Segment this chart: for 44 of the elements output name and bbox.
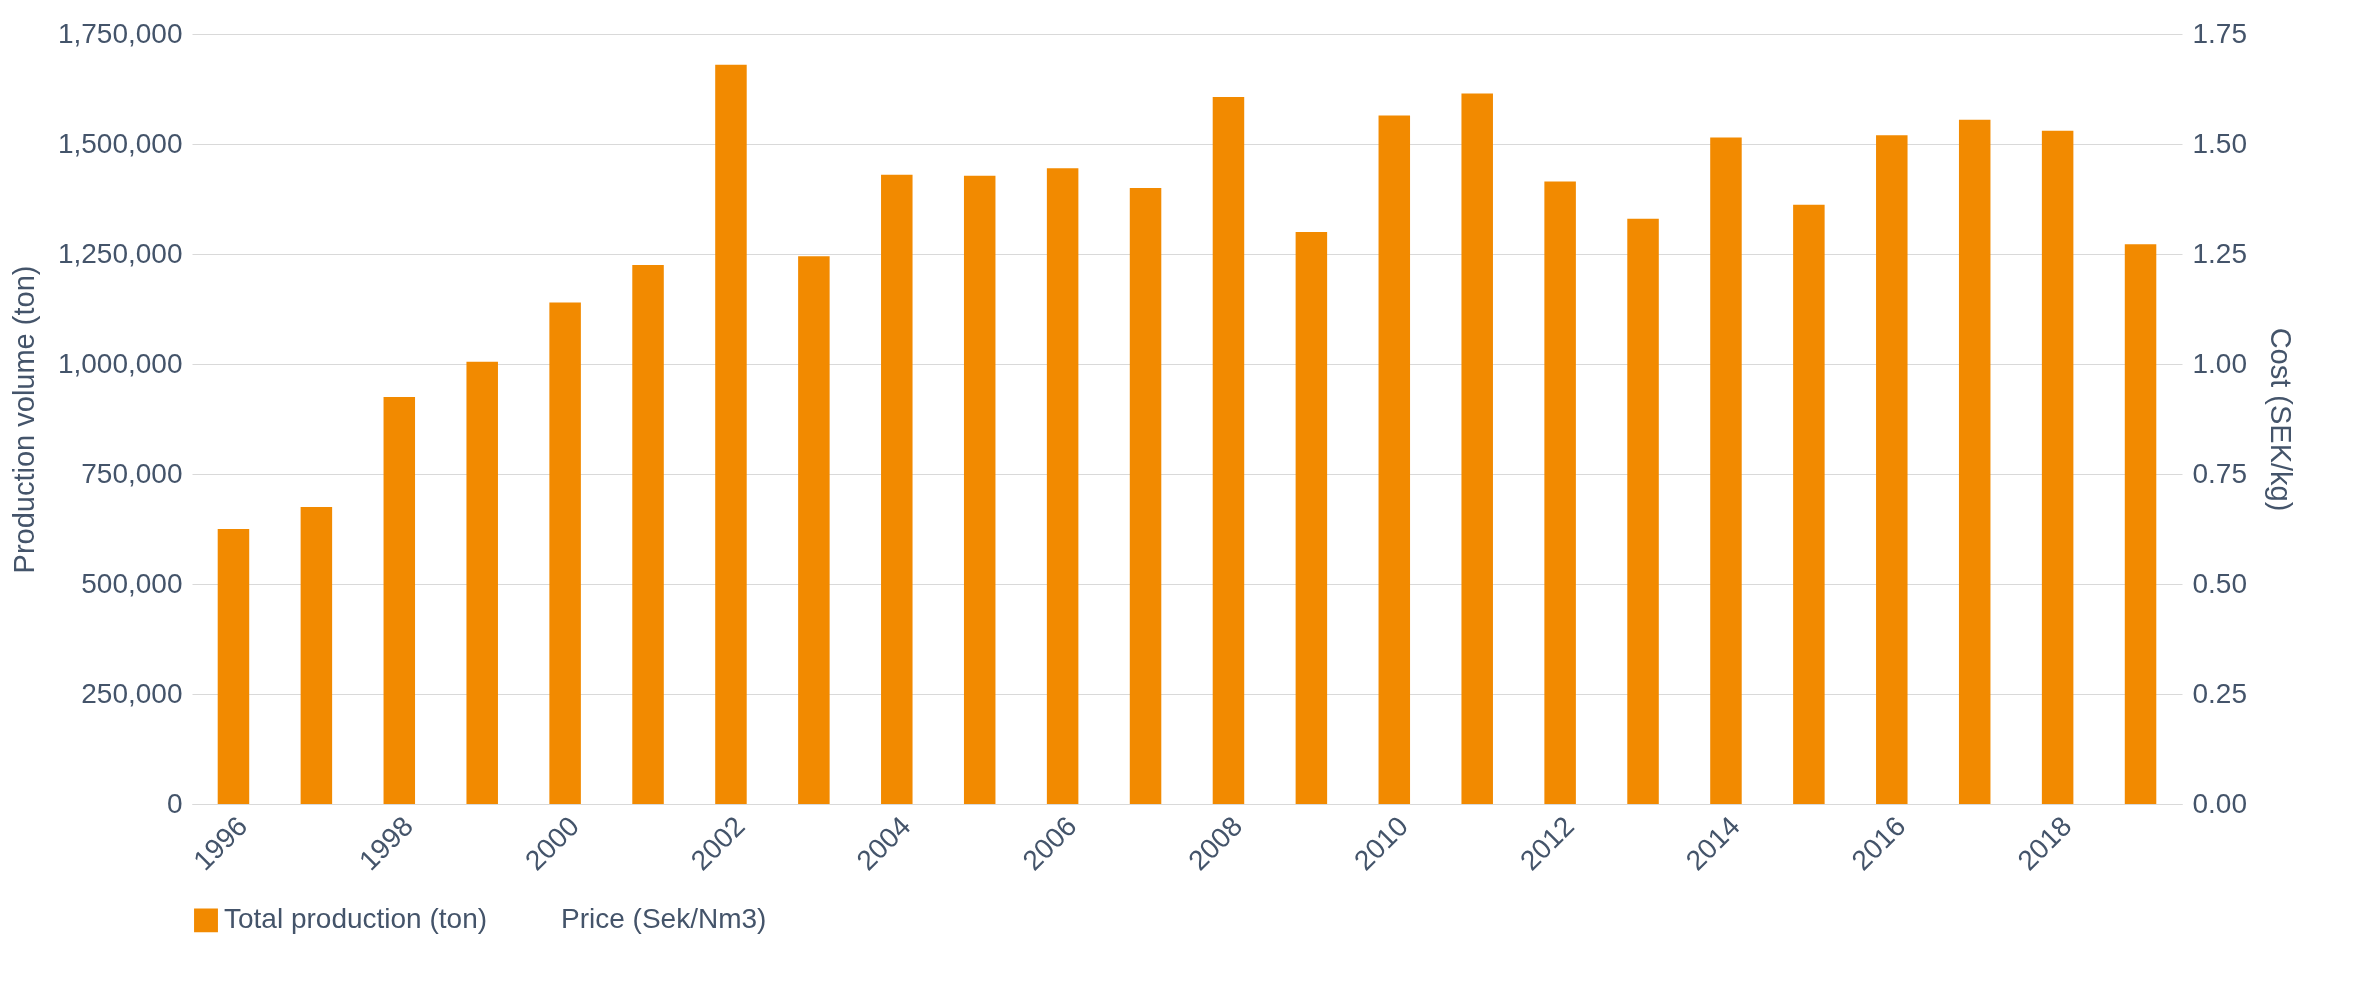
y-tick-label: 500,000 xyxy=(81,567,183,599)
y2-tick-label: 0.00 xyxy=(2192,787,2247,819)
bar xyxy=(881,174,913,804)
bar xyxy=(300,507,333,804)
bar xyxy=(1627,218,1659,804)
y2-tick-label: 1.75 xyxy=(2192,17,2247,49)
y-tick-label: 1,250,000 xyxy=(57,237,183,269)
bar xyxy=(383,397,416,804)
y-tick-label: 250,000 xyxy=(81,677,183,709)
bar xyxy=(632,265,664,804)
bar xyxy=(1710,137,1742,804)
y-tick-label: 0 xyxy=(166,787,183,819)
y2-tick-label: 1.50 xyxy=(2192,127,2247,159)
y-tick-label: 1,750,000 xyxy=(57,17,183,49)
y2-axis-title: Cost (SEK/kg) xyxy=(2265,327,2297,512)
bar xyxy=(217,529,250,804)
bar xyxy=(1544,181,1576,804)
bar xyxy=(1129,188,1162,804)
bar xyxy=(1378,115,1411,804)
y-tick-label: 1,000,000 xyxy=(57,347,183,379)
bar xyxy=(1212,96,1245,804)
bar xyxy=(1958,119,1991,804)
bar xyxy=(2041,130,2074,804)
bar xyxy=(2124,244,2157,804)
y2-tick-label: 1.25 xyxy=(2192,237,2247,269)
bar xyxy=(1295,232,1328,804)
y2-tick-label: 0.50 xyxy=(2192,567,2247,599)
text: Price (Sek/Nm3) xyxy=(561,903,767,935)
y2-tick-label: 0.75 xyxy=(2192,457,2247,489)
y-tick-label: 1,500,000 xyxy=(57,127,183,159)
bar xyxy=(1046,168,1079,804)
bar xyxy=(1793,204,1825,804)
bar xyxy=(1876,135,1908,804)
bar xyxy=(466,361,498,804)
y2-tick-label: 0.25 xyxy=(2192,677,2247,709)
y2-tick-label: 1.00 xyxy=(2192,347,2247,379)
bar xyxy=(963,175,996,804)
bar xyxy=(1461,93,1493,804)
bar xyxy=(549,302,581,804)
y-tick-label: 750,000 xyxy=(81,457,183,489)
bar xyxy=(798,256,830,804)
y-axis-title: Production volume (ton) xyxy=(7,265,40,574)
legend-label: Total production (ton) xyxy=(224,903,488,935)
bar xyxy=(715,64,747,804)
